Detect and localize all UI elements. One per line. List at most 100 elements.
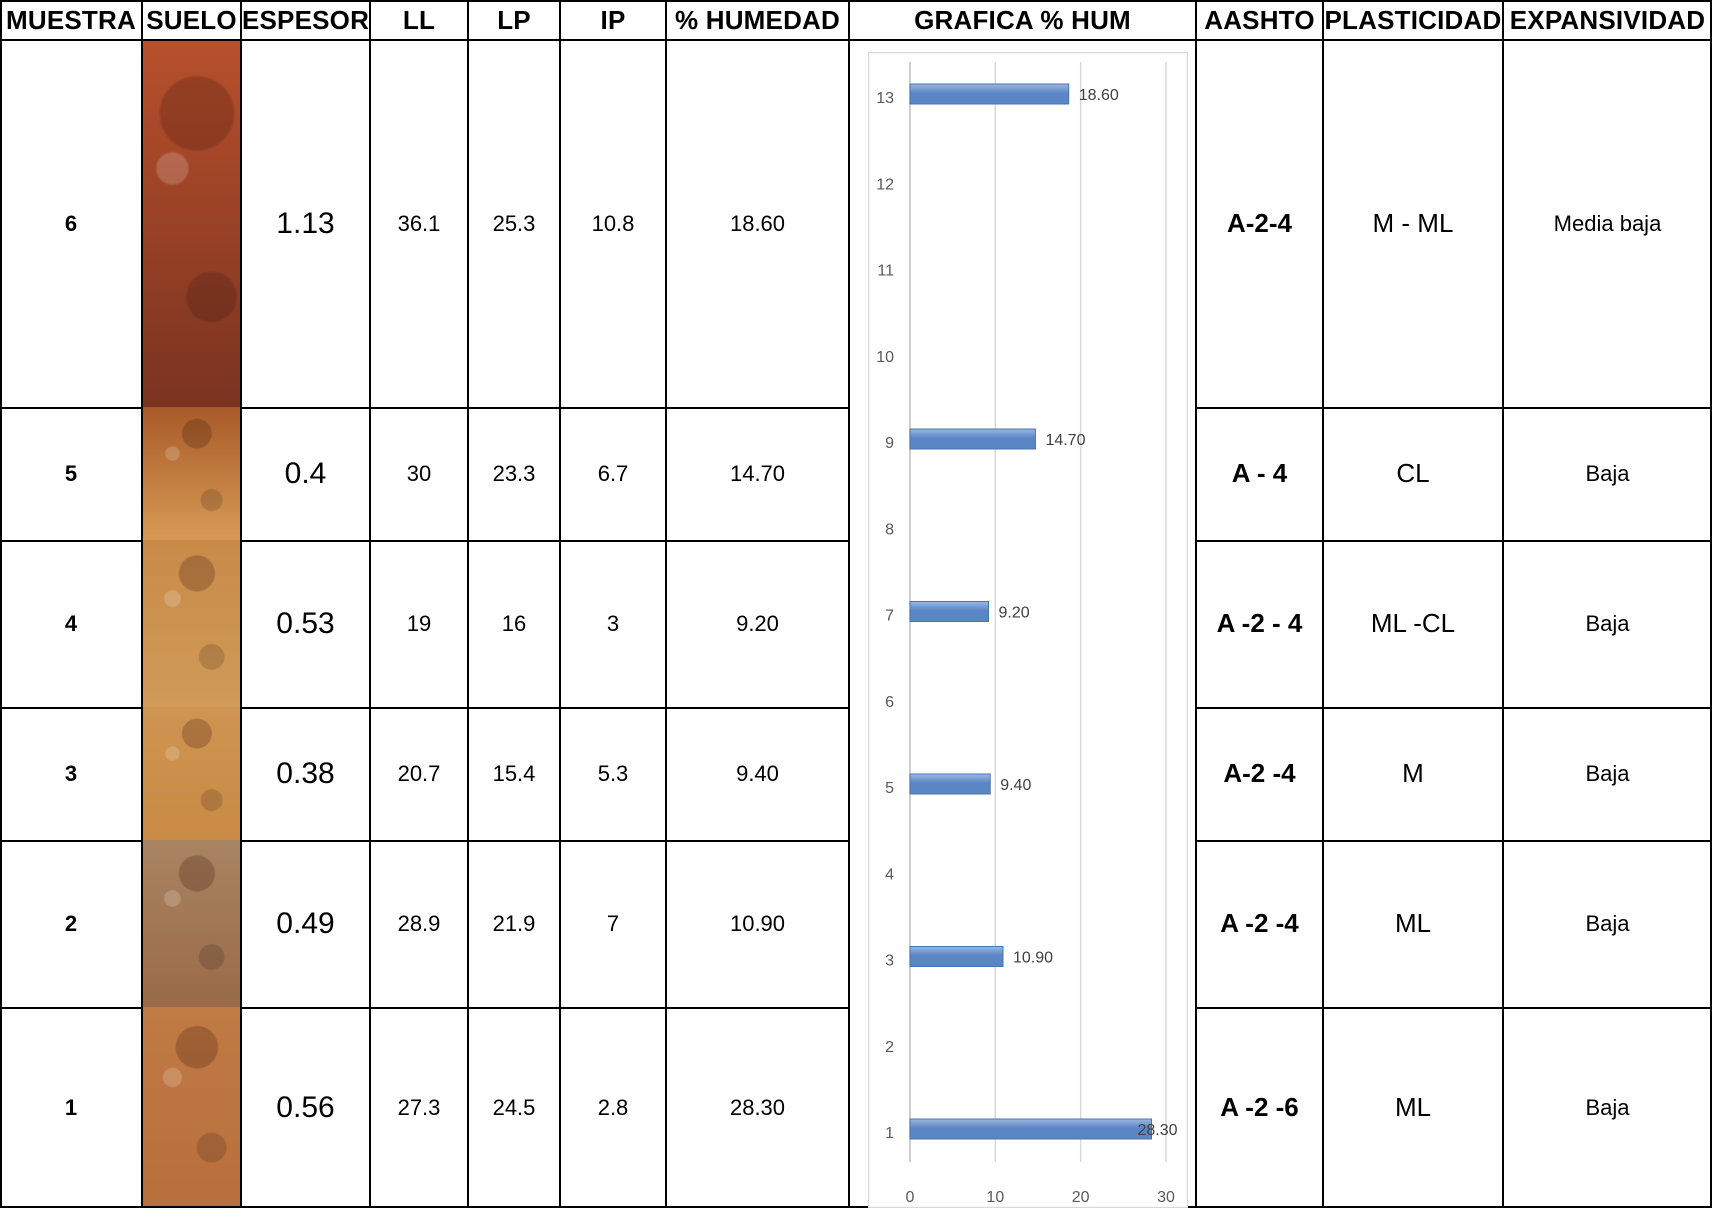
chart-x-tick-0: 0 — [906, 1189, 915, 1206]
cell-muestra-sample-6: 6 — [64, 210, 78, 236]
header-aashto: AASHTO — [1204, 4, 1315, 35]
row-divider-right-1 — [1196, 540, 1712, 542]
chart-y-tick-8: 8 — [885, 521, 894, 538]
soil-photo-sample-3 — [143, 707, 241, 840]
row-divider-left-3 — [0, 840, 142, 842]
cell-lp-sample-4: 16 — [501, 610, 527, 636]
column-divider-8 — [1195, 0, 1197, 1208]
chart-data-label-9: 14.70 — [1045, 432, 1085, 449]
chart-x-tick-10: 10 — [986, 1189, 1004, 1206]
soil-photo-sample-2 — [143, 840, 241, 1007]
chart-y-tick-2: 2 — [885, 1039, 894, 1056]
cell-humedad-sample-5: 14.70 — [729, 460, 786, 486]
column-divider-7 — [848, 0, 850, 1208]
cell-aashto-sample-5: A - 4 — [1231, 458, 1288, 488]
chart-bar-1 — [909, 1118, 1152, 1140]
cell-espesor-sample-2: 0.49 — [276, 906, 335, 940]
cell-muestra-sample-1: 1 — [64, 1094, 78, 1120]
chart-data-label-5: 9.40 — [1000, 777, 1031, 794]
chart-y-tick-10: 10 — [876, 349, 894, 366]
chart-frame — [868, 52, 1188, 1208]
cell-ip-sample-2: 7 — [606, 910, 620, 936]
cell-muestra-sample-2: 2 — [64, 910, 78, 936]
row-divider-left-0 — [0, 407, 142, 409]
cell-ip-sample-1: 2.8 — [597, 1094, 629, 1120]
row-divider-left-1 — [0, 540, 142, 542]
cell-ll-sample-4: 19 — [406, 610, 432, 636]
chart-bar-13 — [909, 83, 1070, 105]
header-grafica: GRAFICA % HUM — [914, 4, 1131, 35]
soil-photo-sample-4 — [143, 540, 241, 707]
chart-y-tick-6: 6 — [885, 694, 894, 711]
row-divider-right-2 — [1196, 707, 1712, 709]
cell-expansividad-sample-1: Baja — [1585, 1094, 1630, 1120]
cell-aashto-sample-3: A-2 -4 — [1223, 758, 1296, 788]
cell-aashto-sample-6: A-2-4 — [1226, 208, 1292, 238]
chart-data-label-3: 10.90 — [1013, 950, 1053, 967]
column-divider-4 — [467, 0, 469, 1208]
cell-ip-sample-4: 3 — [606, 610, 620, 636]
column-divider-1 — [141, 0, 143, 1208]
cell-lp-sample-1: 24.5 — [492, 1094, 536, 1120]
chart-y-tick-9: 9 — [885, 435, 894, 452]
header-ip: IP — [600, 4, 626, 35]
cell-espesor-sample-1: 0.56 — [276, 1090, 335, 1124]
column-divider-5 — [559, 0, 561, 1208]
header-espesor: ESPESOR — [241, 4, 370, 35]
row-divider-right-0 — [1196, 407, 1712, 409]
row-divider-right-3 — [1196, 840, 1712, 842]
cell-plasticidad-sample-4: ML -CL — [1370, 608, 1456, 638]
soil-photo-sample-6 — [143, 40, 241, 407]
column-divider-3 — [369, 0, 371, 1208]
cell-espesor-sample-3: 0.38 — [276, 756, 335, 790]
header-humedad: % HUMEDAD — [674, 4, 841, 35]
cell-expansividad-sample-5: Baja — [1585, 460, 1630, 486]
column-divider-9 — [1322, 0, 1324, 1208]
chart-y-tick-1: 1 — [885, 1125, 894, 1142]
chart-x-tick-20: 20 — [1072, 1189, 1090, 1206]
table-border-bottom — [0, 1206, 1712, 1208]
cell-plasticidad-sample-5: CL — [1396, 458, 1430, 488]
chart-x-tick-30: 30 — [1157, 1189, 1175, 1206]
chart-y-tick-3: 3 — [885, 953, 894, 970]
cell-ll-sample-2: 28.9 — [397, 910, 441, 936]
cell-lp-sample-2: 21.9 — [492, 910, 536, 936]
cell-expansividad-sample-4: Baja — [1585, 610, 1630, 636]
cell-plasticidad-sample-2: ML — [1394, 908, 1432, 938]
chart-y-tick-12: 12 — [876, 176, 894, 193]
chart-bar-9 — [909, 428, 1036, 450]
cell-lp-sample-5: 23.3 — [492, 460, 536, 486]
cell-espesor-sample-5: 0.4 — [284, 456, 327, 490]
cell-lp-sample-3: 15.4 — [492, 760, 536, 786]
humidity-bar-chart: 0 10 20 30 1 28.30 2 3 10.90 4 5 9.40 6 7 9.20 8 9 14.70 1… — [868, 52, 1188, 1208]
soil-photo-sample-5 — [143, 407, 241, 540]
row-divider-mid-4 — [241, 1007, 849, 1009]
column-divider-6 — [665, 0, 667, 1208]
chart-y-tick-13: 13 — [876, 90, 894, 107]
cell-ll-sample-6: 36.1 — [397, 210, 441, 236]
cell-humedad-sample-4: 9.20 — [736, 610, 779, 636]
chart-bar-3 — [909, 946, 1004, 967]
chart-bar-5 — [909, 773, 991, 795]
cell-muestra-sample-5: 5 — [64, 460, 78, 486]
cell-lp-sample-6: 25.3 — [492, 210, 536, 236]
cell-humedad-sample-2: 10.90 — [729, 910, 786, 936]
header-suelo: SUELO — [146, 4, 237, 35]
chart-y-tick-4: 4 — [885, 866, 894, 883]
header-lp: LP — [497, 4, 531, 35]
cell-aashto-sample-4: A -2 - 4 — [1216, 608, 1303, 638]
cell-ll-sample-5: 30 — [406, 460, 432, 486]
cell-ip-sample-3: 5.3 — [597, 760, 629, 786]
header-expansividad: EXPANSIVIDAD — [1509, 4, 1706, 35]
cell-ip-sample-5: 6.7 — [597, 460, 629, 486]
chart-y-tick-11: 11 — [877, 263, 894, 280]
row-divider-mid-3 — [241, 840, 849, 842]
cell-humedad-sample-1: 28.30 — [729, 1094, 786, 1120]
column-divider-2 — [240, 0, 242, 1208]
column-divider-10 — [1502, 0, 1504, 1208]
chart-data-label-7: 9.20 — [999, 605, 1030, 622]
chart-data-label-1: 28.30 — [1137, 1122, 1177, 1139]
cell-aashto-sample-2: A -2 -4 — [1220, 908, 1299, 938]
header-muestra: MUESTRA — [6, 4, 136, 35]
